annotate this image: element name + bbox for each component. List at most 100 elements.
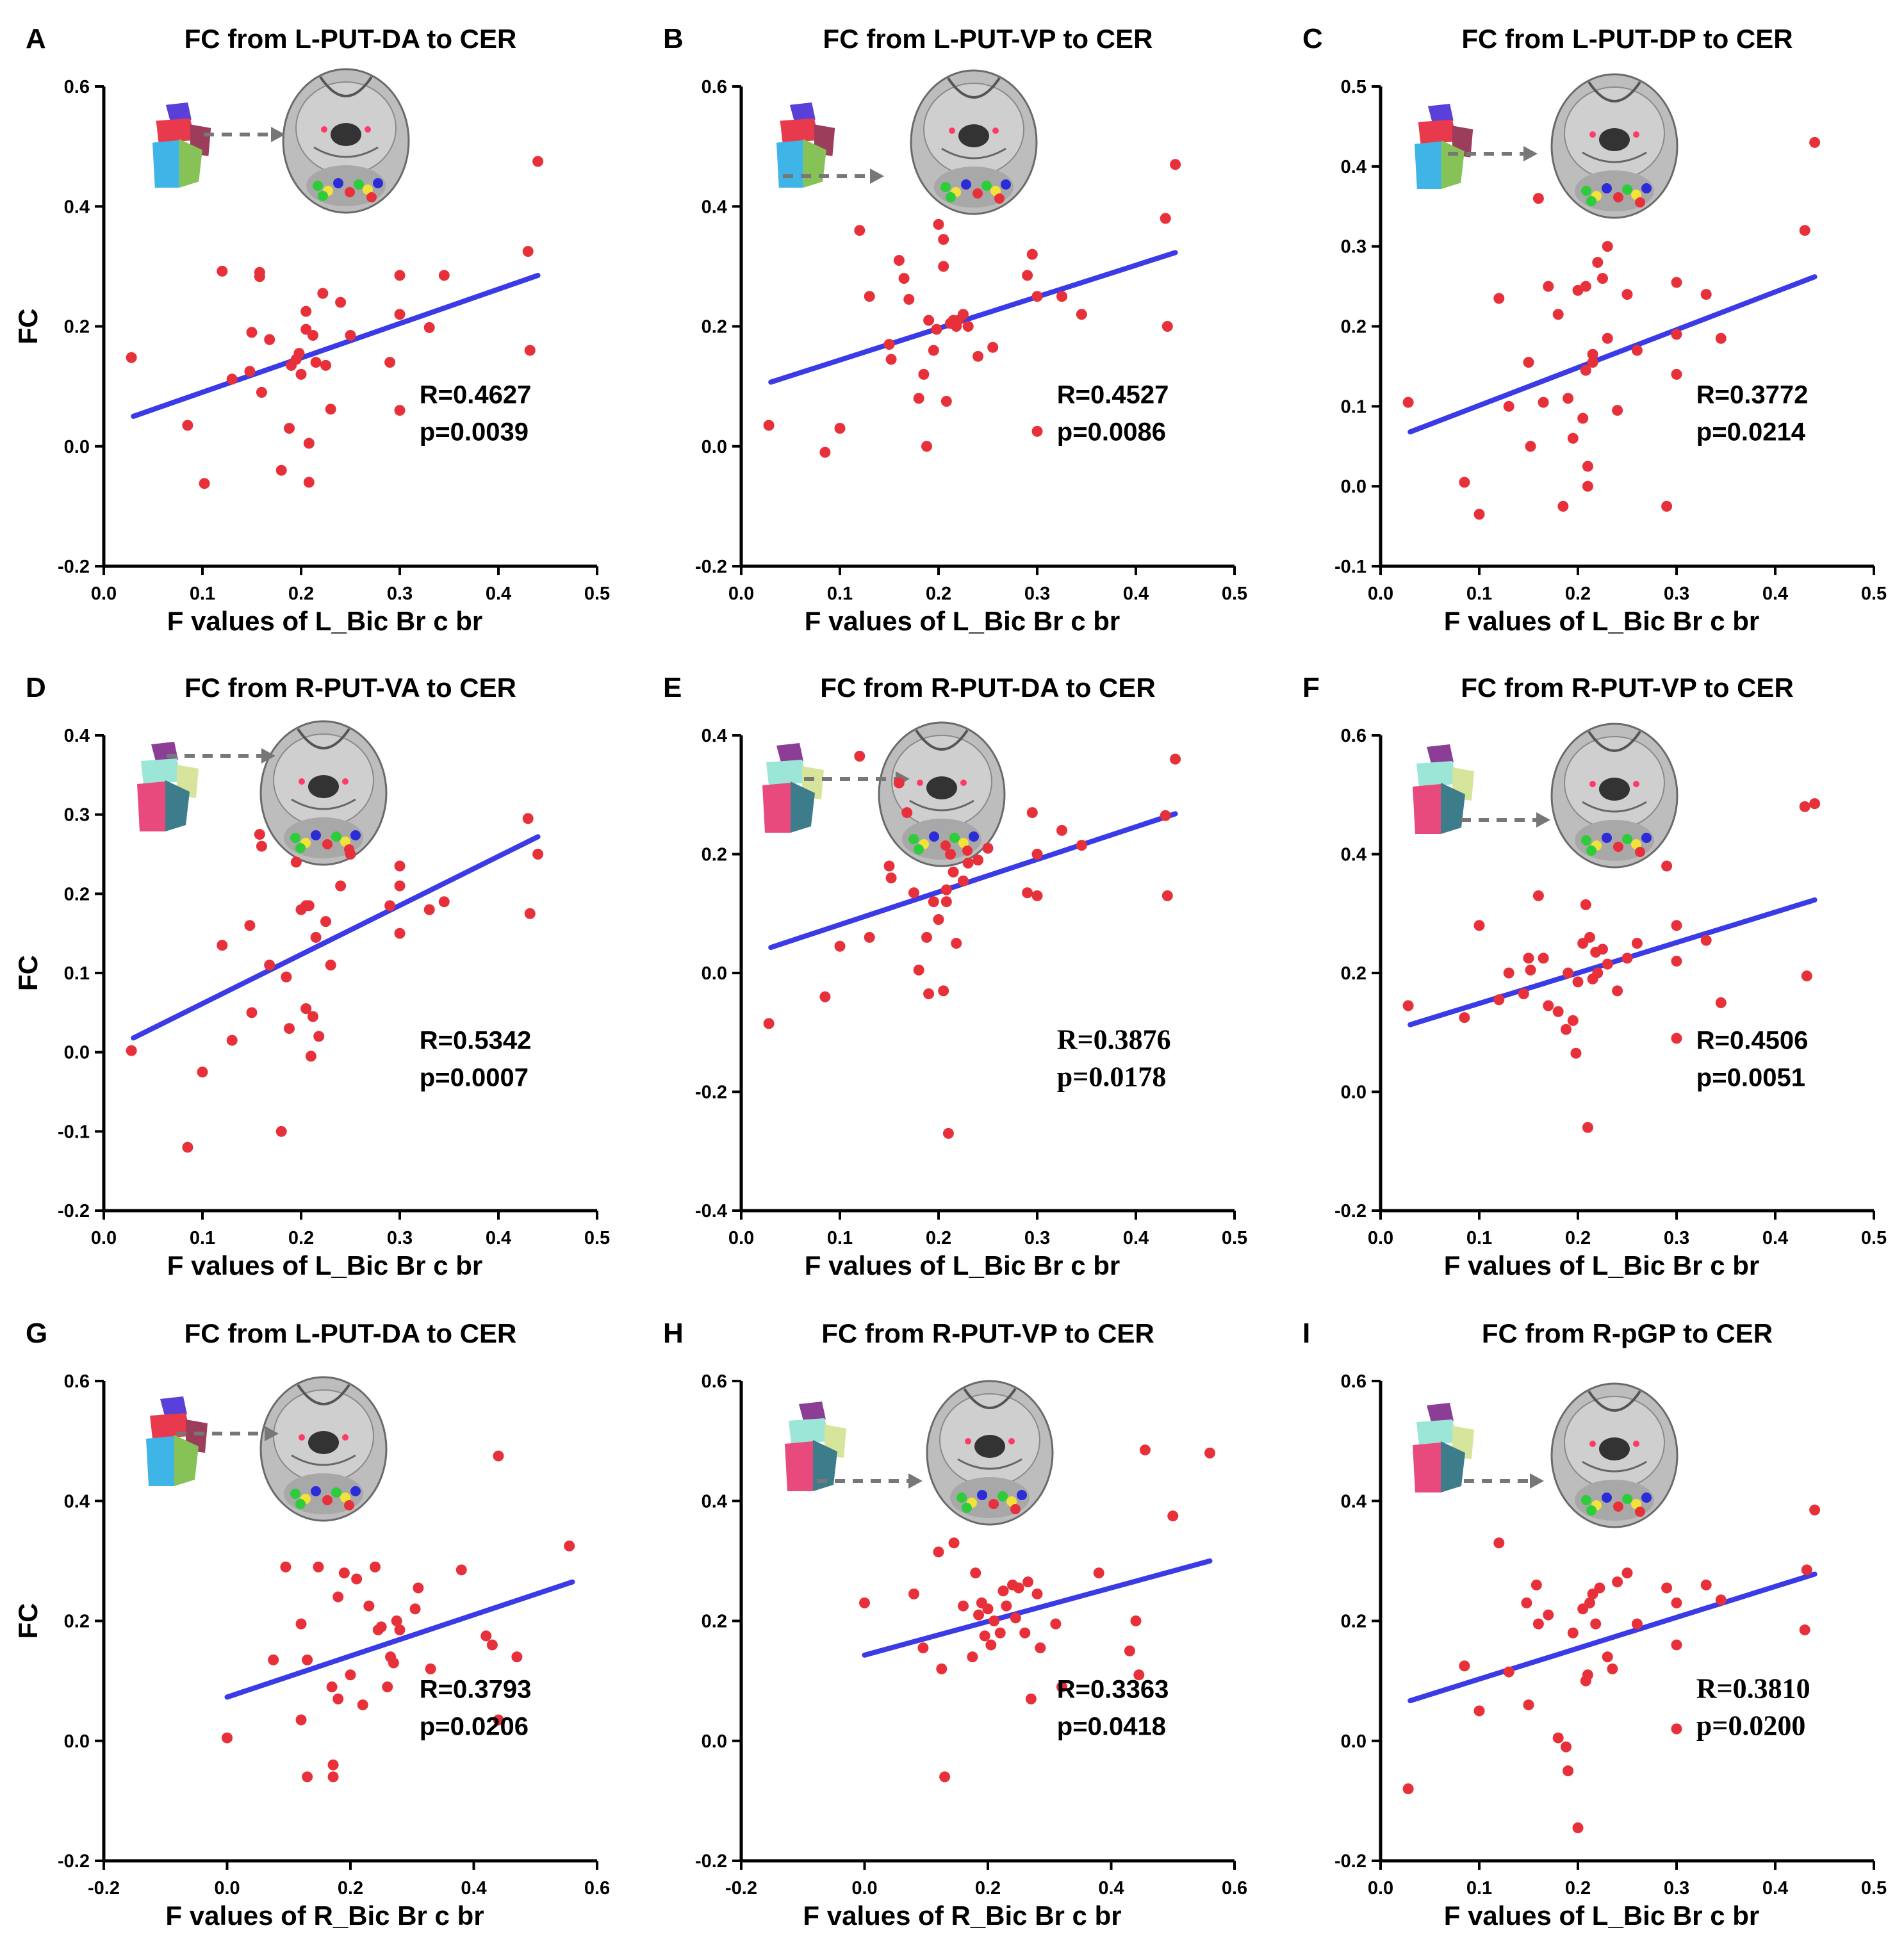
x-tick-label: 0.4 xyxy=(1762,1878,1788,1899)
brain-roi-right xyxy=(342,778,349,785)
data-point-0 xyxy=(859,1597,870,1608)
y-axis-label: FC xyxy=(13,1603,43,1639)
data-point-14 xyxy=(933,914,944,926)
y-tick-label: 0.6 xyxy=(64,1371,90,1392)
data-point-8 xyxy=(256,840,267,852)
data-point-35 xyxy=(1204,1447,1215,1459)
data-point-31 xyxy=(394,405,406,416)
brain-roi-left xyxy=(299,778,305,785)
y-tick-label: -0.2 xyxy=(58,1851,90,1872)
data-point-7 xyxy=(1532,193,1544,204)
data-point-13 xyxy=(923,315,935,326)
brain-cluster-blob-4 xyxy=(1622,834,1632,844)
inset-region-1 xyxy=(1427,744,1454,766)
data-point-31 xyxy=(486,1639,498,1651)
brain-midbrain xyxy=(1599,128,1630,151)
brain-midbrain xyxy=(974,1435,1005,1458)
x-tick-label: 0.0 xyxy=(1368,1228,1393,1248)
arrow-head xyxy=(1536,812,1550,828)
data-point-2 xyxy=(1473,509,1485,520)
x-tick-label: 0.4 xyxy=(486,584,511,604)
data-point-10 xyxy=(973,1609,985,1621)
chart-panel-c: C FC from L-PUT-DP to CER-0.10.00.10.20.3… xyxy=(1302,23,1887,636)
y-tick-label: -0.1 xyxy=(1334,557,1366,577)
dashed-arrow-icon xyxy=(783,168,884,184)
x-tick-label: 0.1 xyxy=(1466,584,1492,604)
x-axis-label: F values of L_Bic Br c br xyxy=(805,1250,1120,1280)
data-point-12 xyxy=(1561,1024,1572,1035)
stat-p-value: p=0.0200 xyxy=(1696,1710,1806,1741)
y-tick-label: 0.6 xyxy=(1341,1371,1366,1392)
data-point-23 xyxy=(1597,273,1608,284)
brain-cluster-blob-7 xyxy=(1586,196,1596,206)
panel-title: FC from R-PUT-VA to CER xyxy=(185,673,516,703)
data-point-29 xyxy=(394,270,406,281)
stat-r-value: R=0.4506 xyxy=(1696,1027,1809,1055)
x-tick-label: 0.3 xyxy=(1024,1228,1050,1248)
data-point-24 xyxy=(973,854,984,866)
brain-axial-slice-icon xyxy=(1550,723,1678,869)
y-tick-label: 0.0 xyxy=(1341,1731,1366,1752)
dashed-arrow-icon xyxy=(817,1473,923,1489)
inset-region-1 xyxy=(799,1402,826,1423)
brain-cluster-blob-5 xyxy=(363,184,373,195)
stat-p-value: p=0.0418 xyxy=(1057,1712,1166,1740)
brain-cluster-blob-2 xyxy=(929,831,939,842)
x-axis-label: F values of L_Bic Br c br xyxy=(167,606,482,636)
y-tick-label: 0.4 xyxy=(64,197,90,217)
brain-temporal-fold xyxy=(1582,1460,1647,1473)
data-point-28 xyxy=(1671,1597,1682,1608)
data-point-8 xyxy=(254,266,265,278)
arrow-head xyxy=(271,127,285,142)
data-point-18 xyxy=(1580,899,1591,910)
y-tick-label: 0.2 xyxy=(64,1612,90,1632)
data-point-34 xyxy=(522,245,534,257)
data-point-4 xyxy=(226,373,238,385)
data-point-2 xyxy=(280,1561,291,1573)
data-point-17 xyxy=(1580,364,1591,376)
data-point-17 xyxy=(997,1585,1009,1597)
data-point-16 xyxy=(940,884,952,895)
brain-cluster-blob-7 xyxy=(318,191,328,201)
x-tick-label: -0.2 xyxy=(725,1878,757,1899)
data-point-14 xyxy=(928,345,939,356)
data-point-10 xyxy=(1552,309,1564,320)
brain-cluster-blob-2 xyxy=(961,179,971,190)
panel-title: FC from R-PUT-DA to CER xyxy=(820,673,1155,703)
data-point-2 xyxy=(1473,1705,1485,1717)
x-tick-label: 0.4 xyxy=(1762,1228,1788,1248)
data-point-16 xyxy=(295,368,307,380)
data-point-0 xyxy=(126,352,137,363)
y-tick-label: 0.4 xyxy=(1341,1491,1366,1512)
data-point-23 xyxy=(325,960,336,971)
data-point-17 xyxy=(940,896,952,908)
inset-region-5 xyxy=(1441,140,1465,189)
y-tick-label: 0.2 xyxy=(702,1612,727,1632)
data-point-24 xyxy=(320,359,331,371)
data-point-35 xyxy=(1809,1504,1821,1516)
data-point-8 xyxy=(898,273,910,284)
data-point-21 xyxy=(313,1031,325,1042)
data-point-13 xyxy=(982,1603,994,1615)
chart-panel-h: H FC from R-PUT-VP to CER -0.2 0.0 0.2 0.4 0.6… xyxy=(663,1318,1247,1931)
data-point-10 xyxy=(913,964,924,976)
data-point-6 xyxy=(1523,1699,1534,1711)
inset-region-5 xyxy=(1441,1441,1465,1492)
data-point-4 xyxy=(864,291,875,302)
x-tick-label: 0.2 xyxy=(1565,1228,1591,1248)
data-point-13 xyxy=(338,1567,350,1579)
x-tick-label: 0.6 xyxy=(1222,1878,1247,1899)
x-tick-label: 0.2 xyxy=(975,1878,1001,1899)
data-point-21 xyxy=(382,1681,393,1692)
data-point-23 xyxy=(962,857,974,869)
parcellation-inset-icon xyxy=(137,742,199,831)
data-point-28 xyxy=(1022,270,1033,281)
data-point-7 xyxy=(313,1561,324,1573)
brain-frontal-fold xyxy=(297,728,350,749)
brain-cluster-blob-7 xyxy=(1586,846,1596,856)
data-point-22 xyxy=(320,916,331,928)
x-tick-label: 0.3 xyxy=(1664,584,1689,604)
y-tick-label: -0.2 xyxy=(695,557,727,577)
brain-temporal-fold xyxy=(291,1454,356,1466)
